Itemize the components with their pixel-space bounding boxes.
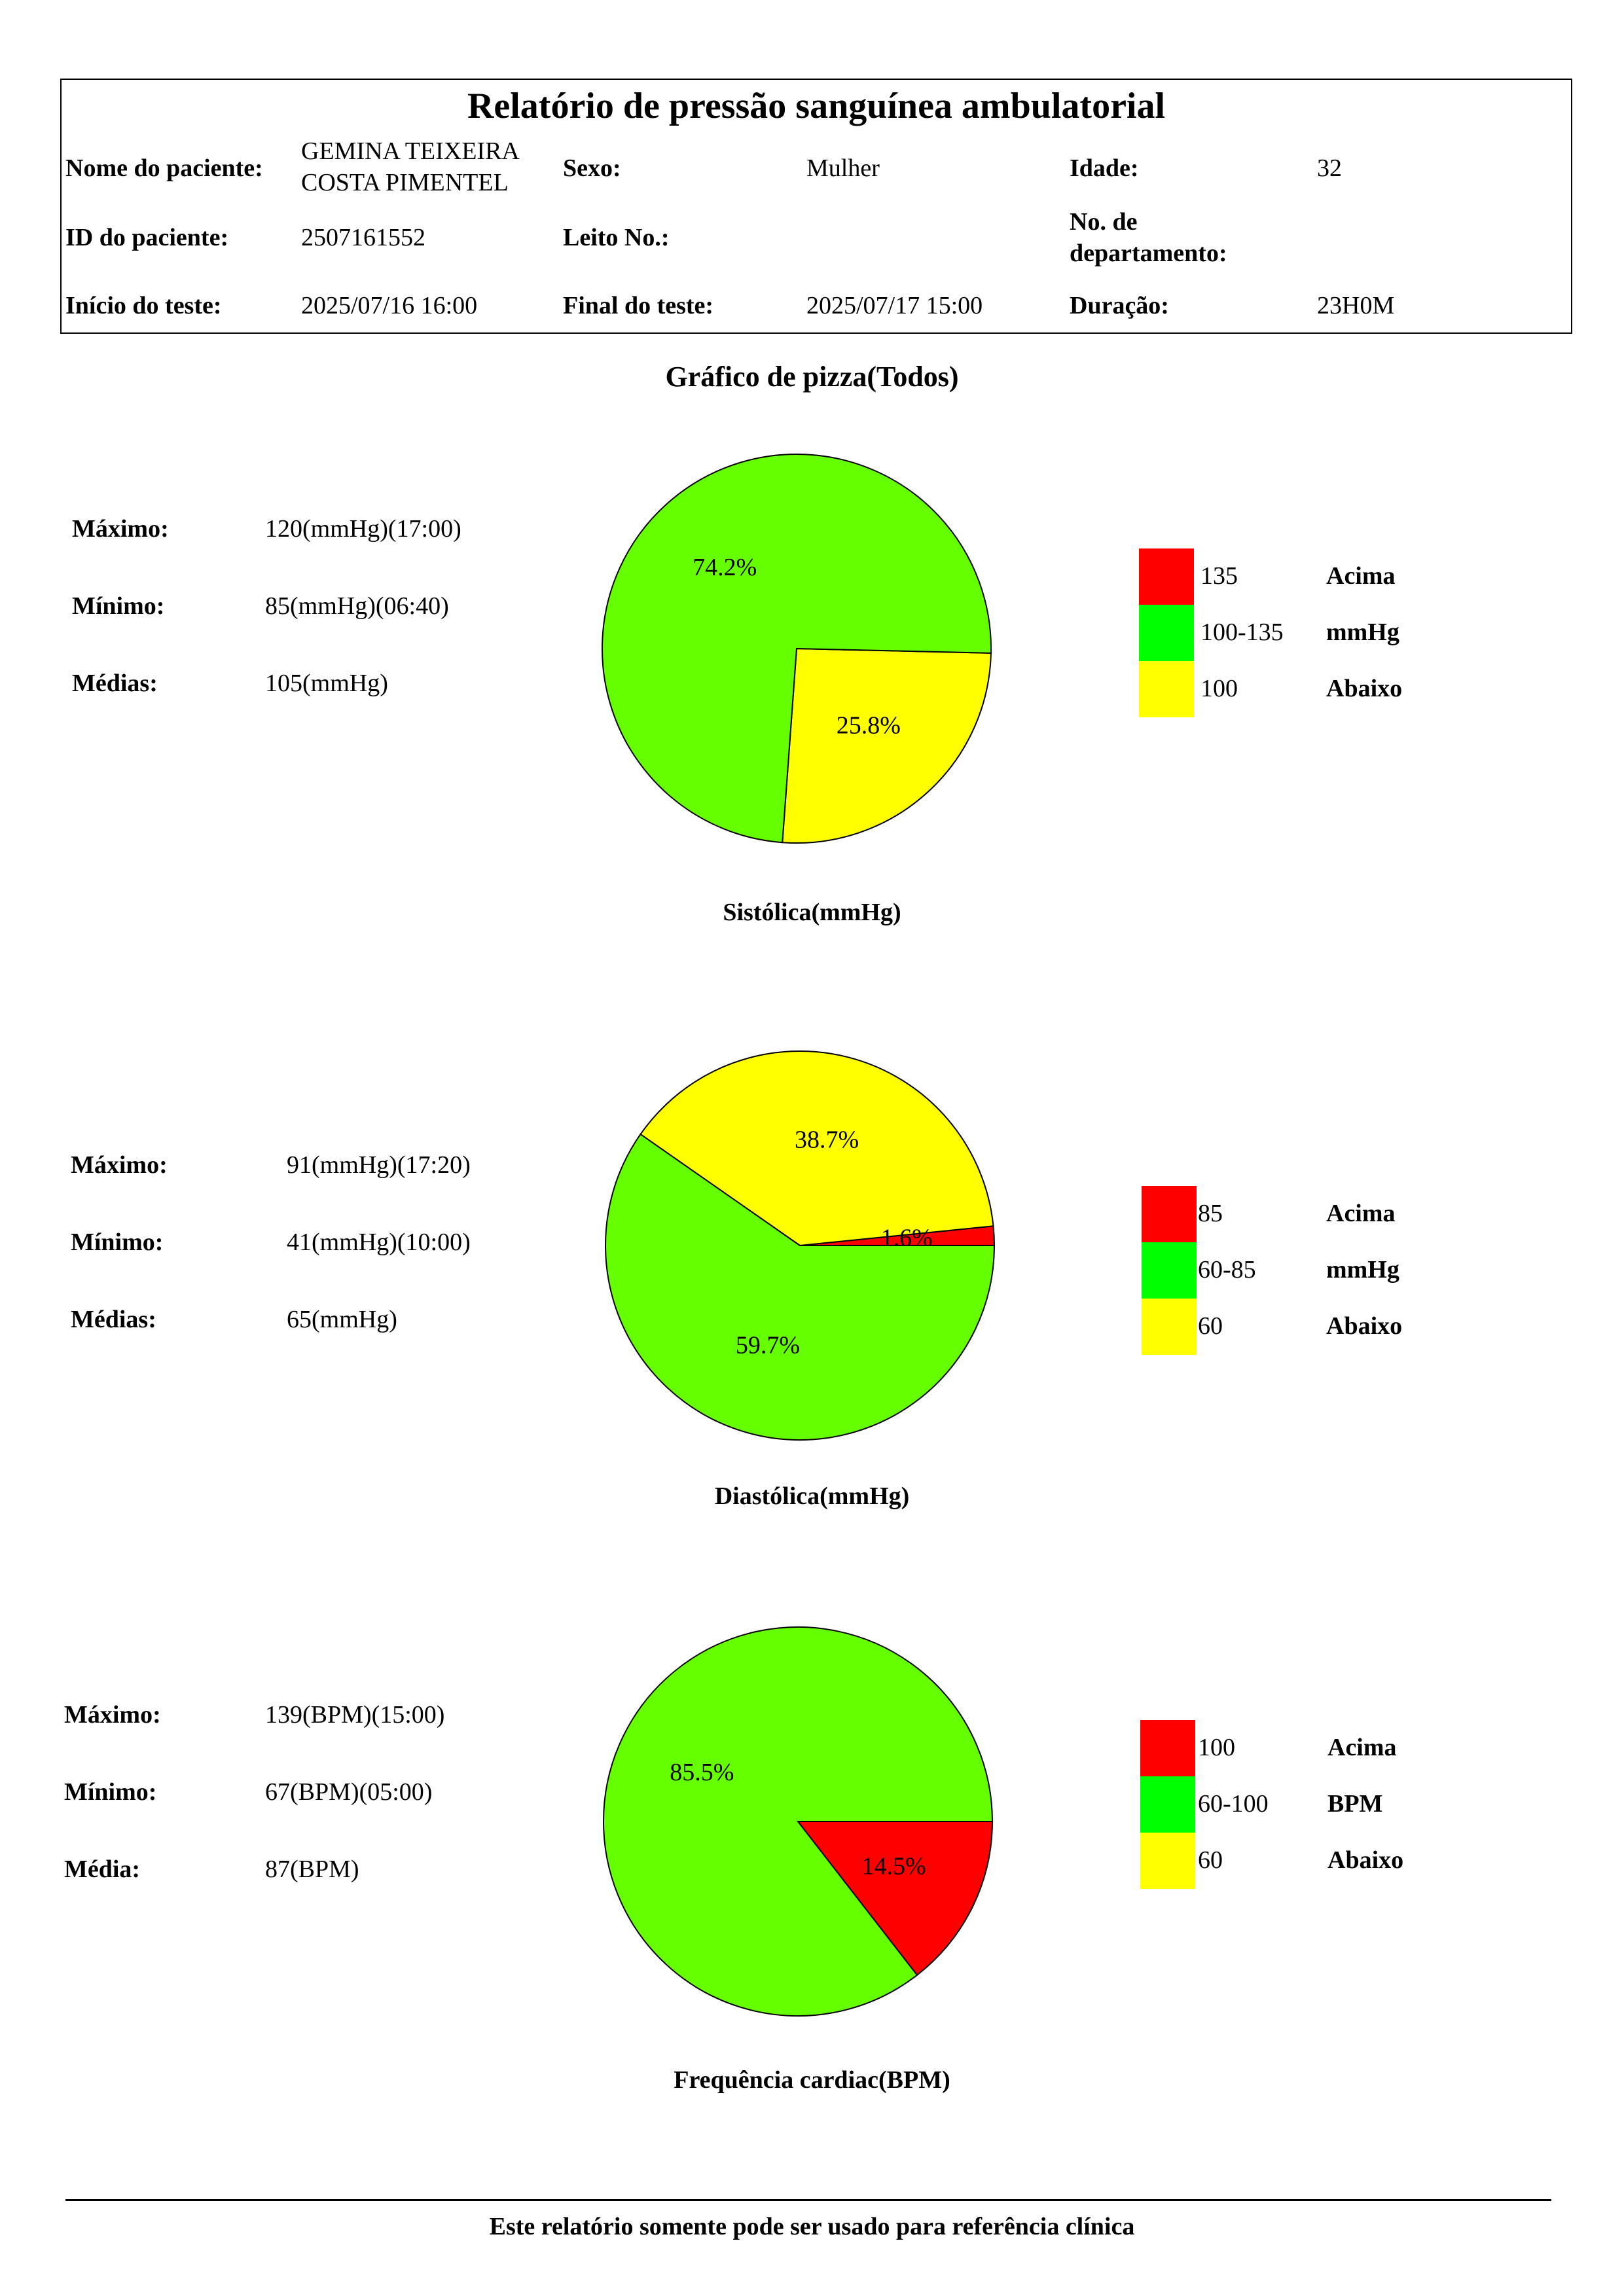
patient-name-line1: GEMINA TEIXEIRA xyxy=(301,137,520,165)
systolic-legend-range-above: 135 xyxy=(1200,562,1238,590)
start-value: 2025/07/16 16:00 xyxy=(301,292,478,319)
heart-rate-chart-title: Frequência cardiac(BPM) xyxy=(674,2066,950,2094)
patient-name-label: Nome do paciente: xyxy=(65,154,263,182)
heart-rate-pie-label-0: 14.5% xyxy=(862,1853,926,1880)
age-value: 32 xyxy=(1317,154,1342,182)
systolic-chart-title: Sistólica(mmHg) xyxy=(723,899,901,926)
heart-rate-legend-range-normal: 60-100 xyxy=(1198,1790,1269,1818)
heart-rate-legend-swatch-below xyxy=(1140,1833,1195,1889)
heart-rate-legend-text-below: Abaixo xyxy=(1327,1846,1404,1874)
duration-label: Duração: xyxy=(1070,292,1169,319)
systolic-legend-range-normal: 100-135 xyxy=(1200,619,1284,646)
diastolic-pie-chart: 1.6% 38.7% 59.7% xyxy=(605,1050,996,1441)
heart-rate-min-value: 67(BPM)(05:00) xyxy=(265,1778,433,1806)
section-title: Gráfico de pizza(Todos) xyxy=(665,361,959,393)
patient-info-box: Relatório de pressão sanguínea ambulator… xyxy=(60,79,1572,334)
systolic-pie-slice-0 xyxy=(782,647,992,844)
systolic-pie-label-1: 74.2% xyxy=(693,554,757,581)
heart-rate-legend-text-normal: BPM xyxy=(1327,1790,1383,1818)
patient-id-label: ID do paciente: xyxy=(65,224,229,251)
systolic-min-label: Mínimo: xyxy=(72,592,165,620)
systolic-legend-swatch-below xyxy=(1139,661,1194,717)
systolic-legend-text-below: Abaixo xyxy=(1326,675,1403,702)
diastolic-min-value: 41(mmHg)(10:00) xyxy=(287,1229,471,1256)
diastolic-pie-slice-1 xyxy=(640,1050,994,1247)
systolic-pie-label-0: 25.8% xyxy=(837,712,901,740)
heart-rate-legend-range-above: 100 xyxy=(1198,1734,1235,1761)
systolic-legend-swatch-normal xyxy=(1139,605,1194,661)
bed-label: Leito No.: xyxy=(563,224,670,251)
patient-id-value: 2507161552 xyxy=(301,224,425,251)
heart-rate-min-label: Mínimo: xyxy=(64,1778,157,1806)
systolic-pie-chart: 25.8% 74.2% xyxy=(602,454,992,844)
heart-rate-pie-label-1: 85.5% xyxy=(670,1759,734,1786)
age-label: Idade: xyxy=(1070,154,1139,182)
diastolic-legend-swatch-above xyxy=(1142,1186,1197,1242)
diastolic-legend-range-below: 60 xyxy=(1198,1312,1223,1340)
systolic-avg-label: Médias: xyxy=(72,670,158,697)
diastolic-avg-value: 65(mmHg) xyxy=(287,1306,397,1333)
diastolic-pie-label-1: 38.7% xyxy=(795,1126,859,1154)
heart-rate-legend-range-below: 60 xyxy=(1198,1846,1223,1874)
heart-rate-legend-text-above: Acima xyxy=(1327,1734,1397,1761)
heart-rate-avg-label: Média: xyxy=(64,1856,141,1883)
diastolic-legend-range-above: 85 xyxy=(1198,1200,1223,1227)
diastolic-pie-slice-2 xyxy=(605,1133,996,1441)
diastolic-max-value: 91(mmHg)(17:20) xyxy=(287,1151,471,1179)
heart-rate-max-label: Máximo: xyxy=(64,1701,161,1729)
systolic-avg-value: 105(mmHg) xyxy=(265,670,388,697)
heart-rate-pie-chart: 14.5% 85.5% xyxy=(603,1626,994,2017)
diastolic-legend-range-normal: 60-85 xyxy=(1198,1256,1256,1283)
diastolic-pie-label-2: 59.7% xyxy=(736,1332,800,1359)
diastolic-chart-title: Diastólica(mmHg) xyxy=(714,1482,910,1510)
diastolic-legend-text-below: Abaixo xyxy=(1326,1312,1403,1340)
diastolic-legend-text-normal: mmHg xyxy=(1326,1256,1399,1283)
heart-rate-pie-slice-0 xyxy=(796,1821,994,1977)
diastolic-avg-label: Médias: xyxy=(71,1306,156,1333)
diastolic-pie-label-0: 1.6% xyxy=(881,1225,933,1252)
heart-rate-avg-value: 87(BPM) xyxy=(265,1856,359,1883)
heart-rate-max-value: 139(BPM)(15:00) xyxy=(265,1701,445,1729)
systolic-legend-range-below: 100 xyxy=(1200,675,1238,702)
diastolic-legend-swatch-normal xyxy=(1142,1242,1197,1299)
patient-name-line2: COSTA PIMENTEL xyxy=(301,169,509,196)
systolic-min-value: 85(mmHg)(06:40) xyxy=(265,592,449,620)
sex-label: Sexo: xyxy=(563,154,621,182)
diastolic-max-label: Máximo: xyxy=(71,1151,168,1179)
sex-value: Mulher xyxy=(806,154,880,182)
duration-value: 23H0M xyxy=(1317,292,1395,319)
start-label: Início do teste: xyxy=(65,292,222,319)
systolic-max-value: 120(mmHg)(17:00) xyxy=(265,515,461,543)
systolic-legend-text-normal: mmHg xyxy=(1326,619,1399,646)
end-label: Final do teste: xyxy=(563,292,714,319)
report-title: Relatório de pressão sanguínea ambulator… xyxy=(467,86,1166,126)
end-value: 2025/07/17 15:00 xyxy=(806,292,983,319)
systolic-legend-text-above: Acima xyxy=(1326,562,1396,590)
footer-divider xyxy=(65,2199,1551,2201)
heart-rate-pie-slice-1 xyxy=(603,1626,994,2017)
diastolic-legend-text-above: Acima xyxy=(1326,1200,1396,1227)
department-label-line2: departamento: xyxy=(1070,240,1227,267)
heart-rate-legend-swatch-above xyxy=(1140,1720,1195,1776)
heart-rate-legend-swatch-normal xyxy=(1140,1776,1195,1833)
footer-disclaimer: Este relatório somente pode ser usado pa… xyxy=(489,2213,1135,2240)
systolic-legend-swatch-above xyxy=(1139,548,1194,605)
systolic-pie-slice-1 xyxy=(602,454,992,844)
diastolic-min-label: Mínimo: xyxy=(71,1229,164,1256)
diastolic-legend-swatch-below xyxy=(1142,1299,1197,1355)
systolic-max-label: Máximo: xyxy=(72,515,169,543)
department-label-line1: No. de xyxy=(1070,208,1138,236)
